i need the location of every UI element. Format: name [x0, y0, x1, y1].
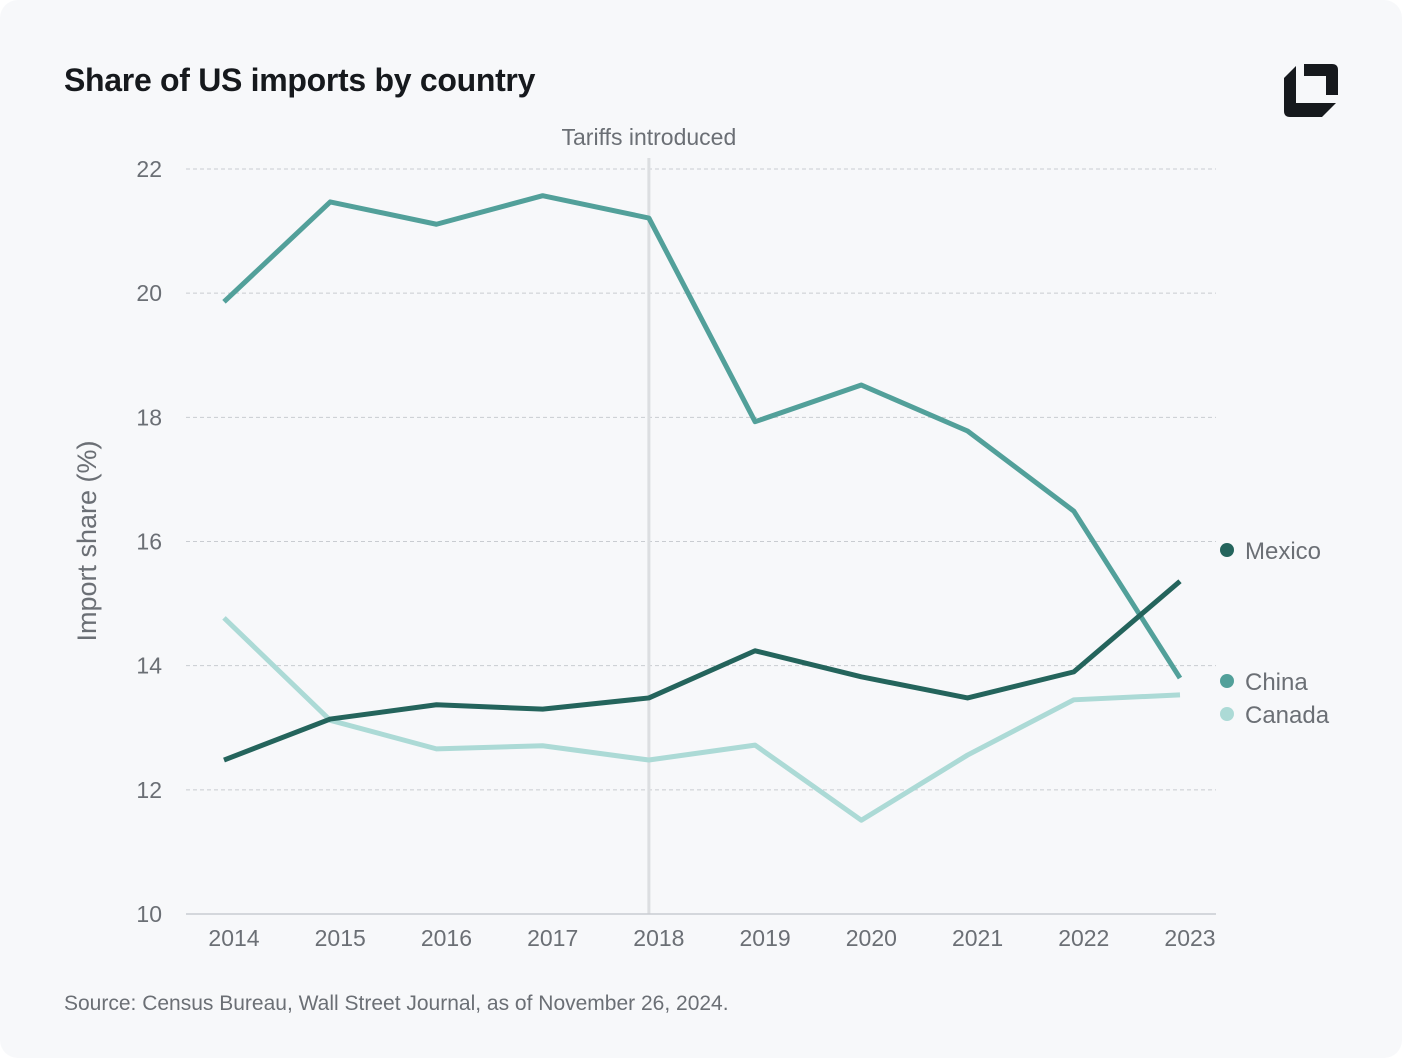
y-tick-label: 20 — [136, 280, 162, 306]
x-tick-label: 2022 — [1058, 925, 1109, 951]
legend-marker-china — [1220, 674, 1234, 688]
x-tick-label: 2018 — [633, 925, 684, 951]
y-tick-label: 10 — [136, 901, 162, 927]
source-note: Source: Census Bureau, Wall Street Journ… — [64, 992, 729, 1015]
x-tick-label: 2019 — [740, 925, 791, 951]
y-tick-label: 14 — [136, 653, 162, 679]
annotation-label: Tariffs introduced — [562, 124, 737, 150]
series-line-canada — [222, 616, 1181, 823]
series-line-china — [222, 193, 1183, 680]
x-tick-label: 2014 — [208, 925, 259, 951]
legend-marker-mexico — [1220, 543, 1234, 557]
legend-label-mexico: Mexico — [1245, 538, 1321, 565]
y-axis-label: Import share (%) — [72, 440, 102, 641]
chart-title: Share of US imports by country — [64, 62, 536, 98]
y-tick-label: 16 — [136, 529, 162, 555]
brand-logo — [1284, 64, 1338, 117]
x-tick-label: 2021 — [952, 925, 1003, 951]
x-tick-label: 2015 — [315, 925, 366, 951]
x-tick-label: 2016 — [421, 925, 472, 951]
legend-label-canada: Canada — [1245, 702, 1330, 729]
x-tick-label: 2020 — [846, 925, 897, 951]
y-tick-label: 22 — [136, 156, 162, 182]
y-tick-label: 12 — [136, 777, 162, 803]
legend-marker-canada — [1220, 707, 1234, 721]
legend-label-china: China — [1245, 669, 1308, 696]
x-tick-label: 2017 — [527, 925, 578, 951]
x-tick-label: 2023 — [1164, 925, 1215, 951]
series-line-mexico — [223, 579, 1182, 763]
y-tick-label: 18 — [136, 404, 162, 430]
